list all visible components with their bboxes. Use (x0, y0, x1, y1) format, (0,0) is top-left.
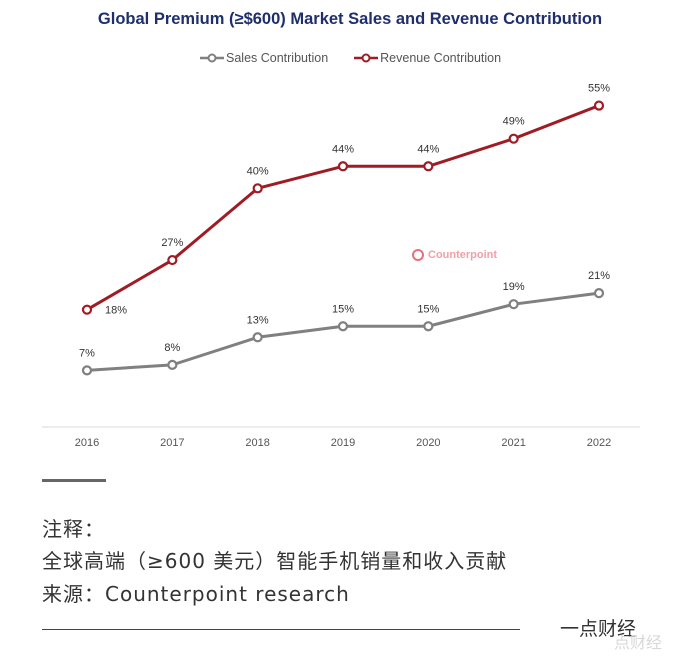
data-label: 55% (588, 83, 610, 95)
data-point (508, 133, 519, 144)
x-tick-label: 2018 (245, 437, 269, 449)
chart-legend: Sales Contribution Revenue Contribution (200, 51, 501, 65)
x-tick-label: 2019 (331, 437, 355, 449)
data-point (508, 299, 519, 310)
data-label: 15% (332, 303, 354, 315)
counterpoint-watermark: Counterpoint (412, 249, 497, 261)
brand-ghost-watermark: 点财经 (614, 633, 663, 652)
data-label: 40% (247, 165, 269, 177)
data-label: 44% (417, 143, 439, 155)
data-point (252, 183, 263, 194)
data-label: 19% (503, 281, 525, 293)
data-label: 18% (105, 305, 127, 317)
data-label: 21% (588, 270, 610, 282)
data-point (423, 321, 434, 332)
data-point (81, 365, 93, 376)
legend-swatch-revenue (354, 53, 379, 63)
x-tick-label: 2021 (501, 437, 525, 449)
note-title: 注释： (42, 517, 105, 541)
data-label: 8% (164, 342, 180, 354)
data-point (81, 304, 93, 315)
x-tick-label: 2020 (416, 437, 440, 449)
data-label: 44% (332, 143, 354, 155)
data-label: 15% (417, 303, 439, 315)
legend-item-sales: Sales Contribution (200, 51, 328, 65)
series-line (85, 104, 601, 312)
data-point (252, 332, 263, 343)
data-point (423, 161, 434, 172)
line-chart: 2016 2017 2018 2019 2020 2021 2022 7% 8% 13% 15% 15… (42, 83, 640, 449)
x-tick-label: 2017 (160, 437, 184, 449)
legend-label-sales: Sales Contribution (226, 51, 329, 65)
data-label: 27% (161, 237, 183, 249)
data-label: 49% (503, 116, 525, 128)
note-divider (42, 479, 106, 482)
data-point (593, 288, 605, 299)
data-label: 7% (79, 347, 95, 359)
data-point (167, 359, 178, 370)
data-point (593, 100, 605, 111)
legend-label-revenue: Revenue Contribution (380, 51, 502, 65)
note-text: 全球高端（≥600 美元）智能手机销量和收入贡献 (42, 549, 508, 573)
source-text: 来源：Counterpoint research (42, 582, 350, 606)
counterpoint-logo-icon (412, 249, 424, 261)
data-point (337, 161, 349, 172)
legend-item-revenue: Revenue Contribution (354, 51, 501, 65)
brand-name: 一点财经 (560, 618, 637, 640)
watermark-text: Counterpoint (428, 249, 498, 261)
data-point (167, 254, 178, 266)
chart-title: Global Premium (≥$600) Market Sales and … (97, 10, 603, 28)
data-label: 13% (247, 314, 269, 326)
footer-divider (42, 629, 520, 630)
legend-swatch-sales (200, 53, 224, 63)
x-tick-label: 2016 (75, 437, 99, 449)
data-point (337, 321, 349, 332)
x-tick-label: 2022 (587, 437, 611, 449)
